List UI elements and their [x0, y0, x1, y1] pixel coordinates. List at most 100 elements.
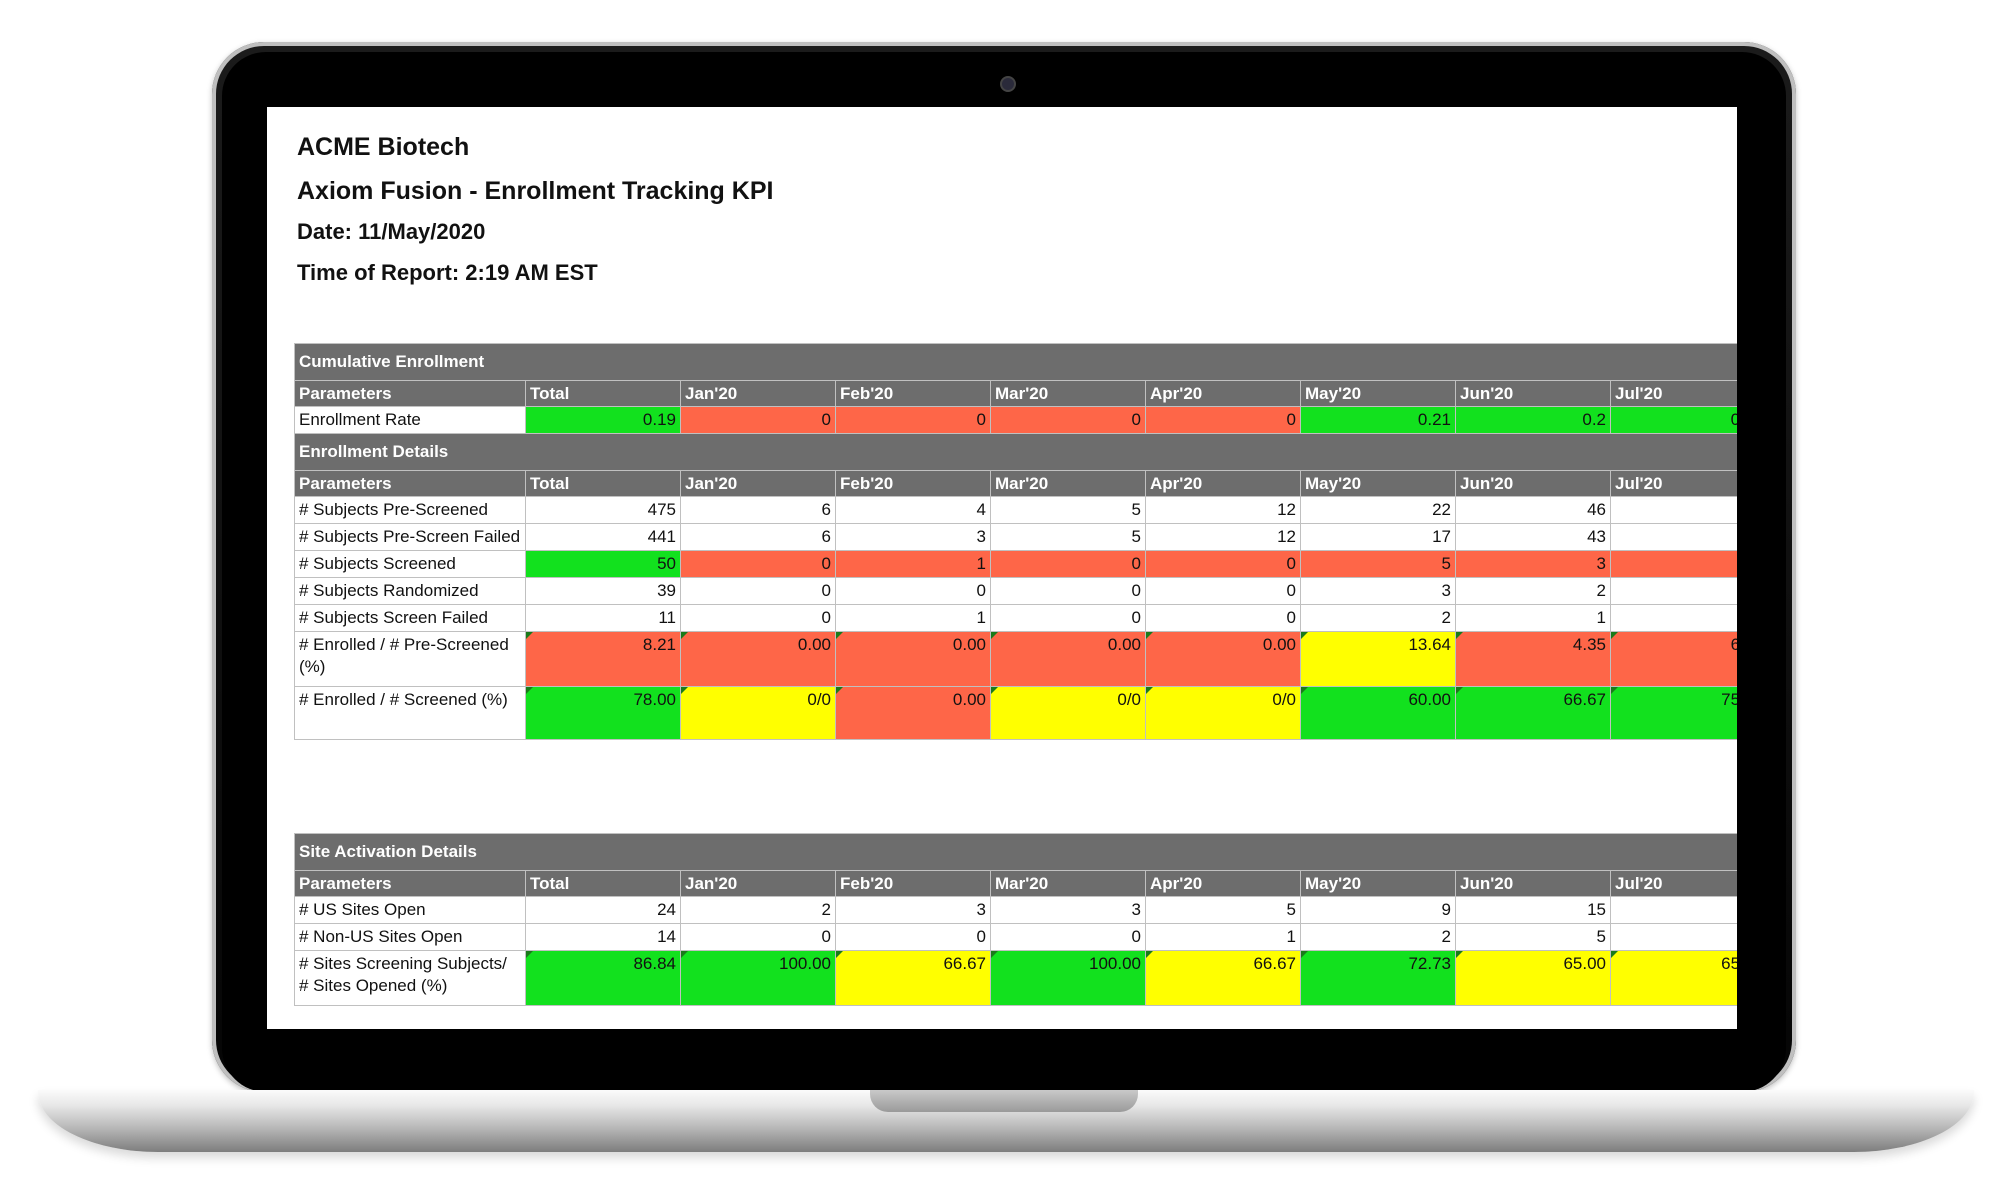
row-label: # Subjects Randomized	[294, 577, 526, 605]
col-header: Jul'20	[1609, 870, 1737, 897]
cell	[1609, 577, 1737, 605]
row-label: Enrollment Rate	[294, 406, 526, 434]
cell: 0	[1609, 406, 1737, 434]
laptop-notch	[870, 1090, 1138, 1112]
cell: 475	[525, 496, 681, 524]
column-header-row: Parameters Total Jan'20 Feb'20 Mar'20 Ap…	[294, 470, 1737, 497]
cell: 86.84	[525, 950, 681, 1006]
table-row: # Sites Screening Subjects/ # Sites Open…	[294, 950, 1737, 1006]
company-name: ACME Biotech	[297, 133, 470, 161]
col-header: Mar'20	[990, 380, 1146, 407]
row-label: # Enrolled / # Screened (%)	[294, 686, 526, 740]
cell: 0	[990, 577, 1146, 605]
cell: 0.00	[990, 631, 1146, 687]
cell: 1	[835, 604, 991, 632]
col-header: Parameters	[294, 380, 526, 407]
cell: 6	[680, 496, 836, 524]
cell: 0	[1145, 550, 1301, 578]
sites-section-title: Site Activation Details	[293, 833, 1737, 871]
column-header-row: Parameters Total Jan'20 Feb'20 Mar'20 Ap…	[294, 380, 1737, 407]
cell: 0	[680, 406, 836, 434]
enrollment-table: Cumulative Enrollment Parameters Total J…	[293, 343, 1737, 740]
cell: 0	[680, 577, 836, 605]
col-header: Total	[525, 870, 681, 897]
cell: 5	[990, 523, 1146, 551]
cell: 100.00	[990, 950, 1146, 1006]
cell	[1609, 896, 1737, 924]
row-label: # Non-US Sites Open	[294, 923, 526, 951]
cell: 78.00	[525, 686, 681, 740]
cell: 8.21	[525, 631, 681, 687]
cell: 5	[1455, 923, 1611, 951]
cell: 0	[1145, 577, 1301, 605]
col-header: May'20	[1300, 870, 1456, 897]
cell: 3	[1300, 577, 1456, 605]
row-label: # US Sites Open	[294, 896, 526, 924]
cell: 0	[1145, 604, 1301, 632]
column-header-row: Parameters Total Jan'20 Feb'20 Mar'20 Ap…	[294, 870, 1737, 897]
col-header: Jan'20	[680, 380, 836, 407]
details-section-title: Enrollment Details	[293, 433, 1737, 471]
cell: 0	[835, 406, 991, 434]
report-time: Time of Report: 2:19 AM EST	[297, 260, 598, 285]
cell	[1609, 496, 1737, 524]
cell: 0.00	[1145, 631, 1301, 687]
cell: 65	[1609, 950, 1737, 1006]
table-row: # Enrolled / # Screened (%) 78.00 0/0 0.…	[294, 686, 1737, 740]
table-row: # Subjects Screen Failed 11 0 1 0 0 2 1	[294, 604, 1737, 632]
table-row: # Subjects Randomized 39 0 0 0 0 3 2	[294, 577, 1737, 605]
row-label: # Sites Screening Subjects/ # Sites Open…	[294, 950, 526, 1006]
cell: 15	[1455, 896, 1611, 924]
report-title: Axiom Fusion - Enrollment Tracking KPI	[297, 177, 774, 205]
cell: 17	[1300, 523, 1456, 551]
cell: 3	[1455, 550, 1611, 578]
table-row: # Subjects Pre-Screened 475 6 4 5 12 22 …	[294, 496, 1737, 524]
cell: 1	[1455, 604, 1611, 632]
cell: 3	[835, 896, 991, 924]
col-header: Apr'20	[1145, 470, 1301, 497]
cell: 0	[990, 923, 1146, 951]
cell: 0	[990, 550, 1146, 578]
cell: 4	[835, 496, 991, 524]
table-row: # Enrolled / # Pre-Screened (%) 8.21 0.0…	[294, 631, 1737, 687]
cell: 0	[835, 923, 991, 951]
row-label: # Enrolled / # Pre-Screened (%)	[294, 631, 526, 687]
cell: 3	[990, 896, 1146, 924]
cell: 12	[1145, 523, 1301, 551]
cell: 0.00	[835, 631, 991, 687]
report-screen: ACME Biotech Axiom Fusion - Enrollment T…	[267, 107, 1737, 1029]
col-header: Total	[525, 470, 681, 497]
cell: 22	[1300, 496, 1456, 524]
cell: 2	[680, 896, 836, 924]
cell: 2	[1455, 577, 1611, 605]
cell: 0.21	[1300, 406, 1456, 434]
cell: 39	[525, 577, 681, 605]
col-header: Mar'20	[990, 470, 1146, 497]
cell: 43	[1455, 523, 1611, 551]
cell: 0.2	[1455, 406, 1611, 434]
cell: 0	[990, 406, 1146, 434]
cell: 1	[1145, 923, 1301, 951]
cell: 14	[525, 923, 681, 951]
cell: 0	[990, 604, 1146, 632]
col-header: Parameters	[294, 870, 526, 897]
cell: 0/0	[1145, 686, 1301, 740]
cell: 0.00	[835, 686, 991, 740]
cell: 100.00	[680, 950, 836, 1006]
site-activation-table: Site Activation Details Parameters Total…	[293, 833, 1737, 1006]
col-header: Mar'20	[990, 870, 1146, 897]
cell: 9	[1300, 896, 1456, 924]
col-header: Total	[525, 380, 681, 407]
col-header: Feb'20	[835, 470, 991, 497]
cell: 65.00	[1455, 950, 1611, 1006]
cell: 66.67	[1145, 950, 1301, 1006]
row-label: # Subjects Screen Failed	[294, 604, 526, 632]
col-header: Feb'20	[835, 380, 991, 407]
cell: 13.64	[1300, 631, 1456, 687]
cell: 72.73	[1300, 950, 1456, 1006]
cell: 0.19	[525, 406, 681, 434]
row-label: # Subjects Pre-Screen Failed	[294, 523, 526, 551]
cell: 5	[1300, 550, 1456, 578]
cell: 0/0	[990, 686, 1146, 740]
cell: 0	[680, 923, 836, 951]
